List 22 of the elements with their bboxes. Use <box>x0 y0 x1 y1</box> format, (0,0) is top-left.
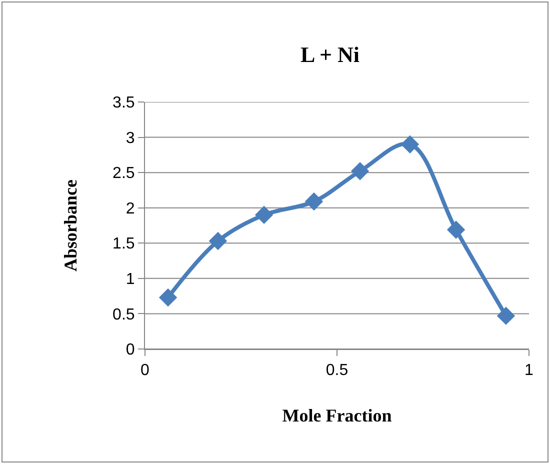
x-tick-label: 1 <box>524 362 534 380</box>
point <box>496 306 516 325</box>
y-tick-label: 0 <box>126 342 135 359</box>
y-axis-title: Absorbance <box>60 179 81 272</box>
x-tick-label: 0 <box>140 362 150 380</box>
point <box>208 232 228 250</box>
point <box>400 135 420 154</box>
y-tick-label: 3.5 <box>112 94 135 112</box>
point <box>350 162 370 180</box>
x-axis-title: Mole Fraction <box>282 405 392 426</box>
point <box>304 192 324 211</box>
point <box>254 206 274 224</box>
y-tick-label: 1 <box>126 271 135 288</box>
x-tick-label: 0.5 <box>326 362 348 380</box>
y-tick-label: 3 <box>126 130 135 147</box>
y-tick-label: 1.5 <box>112 236 135 253</box>
y-tick-label: 2.5 <box>112 165 135 182</box>
y-tick-label: 0.5 <box>112 306 135 324</box>
point <box>158 288 178 307</box>
y-tick-label: 2 <box>126 200 135 218</box>
point <box>446 220 466 239</box>
chart-title: L + Ni <box>300 42 360 67</box>
